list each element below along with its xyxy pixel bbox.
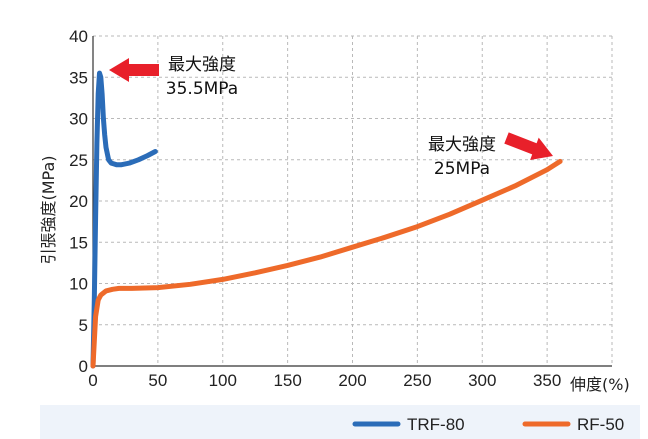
- legend-label-rf-50: RF-50: [577, 415, 624, 434]
- x-tick-label: 200: [338, 371, 366, 390]
- x-tick-label: 0: [88, 371, 97, 390]
- y-tick-label: 35: [69, 68, 88, 87]
- legend-label-trf-80: TRF-80: [407, 415, 465, 434]
- y-tick-label: 20: [69, 192, 88, 211]
- x-tick-label: 300: [468, 371, 496, 390]
- y-axis-title: 引張強度(MPa): [39, 155, 58, 264]
- x-tick-label: 50: [148, 371, 167, 390]
- y-tick-label: 30: [69, 110, 88, 129]
- x-tick-label: 100: [209, 371, 237, 390]
- legend: TRF-80 RF-50: [352, 415, 624, 434]
- x-tick-label: 250: [403, 371, 431, 390]
- series-line-rf-50: [90, 158, 563, 369]
- annotation-value-2: 25MPa: [434, 159, 490, 179]
- tick-labels: 0 5 10 15 20 25 30 35 40 0 50 100 150 200 250 300 350: [69, 27, 561, 390]
- x-tick-label: 150: [273, 371, 301, 390]
- annotation-label-1: 最大強度: [168, 55, 236, 75]
- x-tick-label: 350: [533, 371, 561, 390]
- series-line-trf-80: [90, 70, 158, 369]
- annotation-arrow-2: [504, 132, 553, 160]
- annotation-value-1: 35.5MPa: [166, 79, 238, 99]
- y-tick-label: 0: [79, 357, 88, 376]
- y-tick-label: 15: [69, 233, 88, 252]
- y-tick-label: 40: [69, 27, 88, 46]
- y-tick-label: 25: [69, 151, 88, 170]
- grid: [93, 35, 613, 366]
- y-tick-label: 10: [69, 275, 88, 294]
- y-tick-label: 5: [79, 316, 88, 335]
- series: [90, 70, 563, 369]
- annotation-label-2: 最大強度: [428, 135, 496, 155]
- annotations: 最大強度 35.5MPa 最大強度 25MPa: [109, 55, 553, 179]
- annotation-arrow-1: [109, 58, 159, 82]
- x-axis-title: 伸度(%): [570, 375, 630, 394]
